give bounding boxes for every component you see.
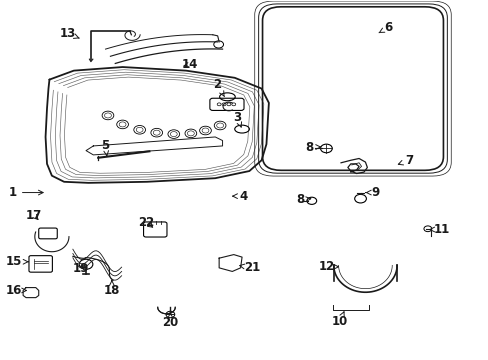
Text: 11: 11 xyxy=(429,223,449,236)
Text: 14: 14 xyxy=(182,58,198,71)
Text: 19: 19 xyxy=(73,262,89,275)
Polygon shape xyxy=(23,288,39,298)
Text: 12: 12 xyxy=(318,260,338,273)
Text: 4: 4 xyxy=(232,190,247,203)
Text: 1: 1 xyxy=(9,186,43,199)
Text: 3: 3 xyxy=(233,111,241,127)
Text: 15: 15 xyxy=(6,255,28,268)
Text: 8: 8 xyxy=(296,193,310,206)
Text: 10: 10 xyxy=(331,312,347,328)
Polygon shape xyxy=(219,255,242,271)
Text: 9: 9 xyxy=(365,186,379,199)
Text: 17: 17 xyxy=(26,209,42,222)
Text: 6: 6 xyxy=(378,21,392,34)
Text: 21: 21 xyxy=(239,261,260,274)
Text: 13: 13 xyxy=(60,27,79,40)
Text: 7: 7 xyxy=(398,154,412,167)
Text: 8: 8 xyxy=(305,140,320,153)
Text: 22: 22 xyxy=(138,216,154,229)
Text: 18: 18 xyxy=(103,281,120,297)
Text: 5: 5 xyxy=(101,139,109,156)
Text: 2: 2 xyxy=(213,78,224,97)
Text: 20: 20 xyxy=(162,313,178,329)
Text: 16: 16 xyxy=(6,284,26,297)
Polygon shape xyxy=(86,137,222,155)
